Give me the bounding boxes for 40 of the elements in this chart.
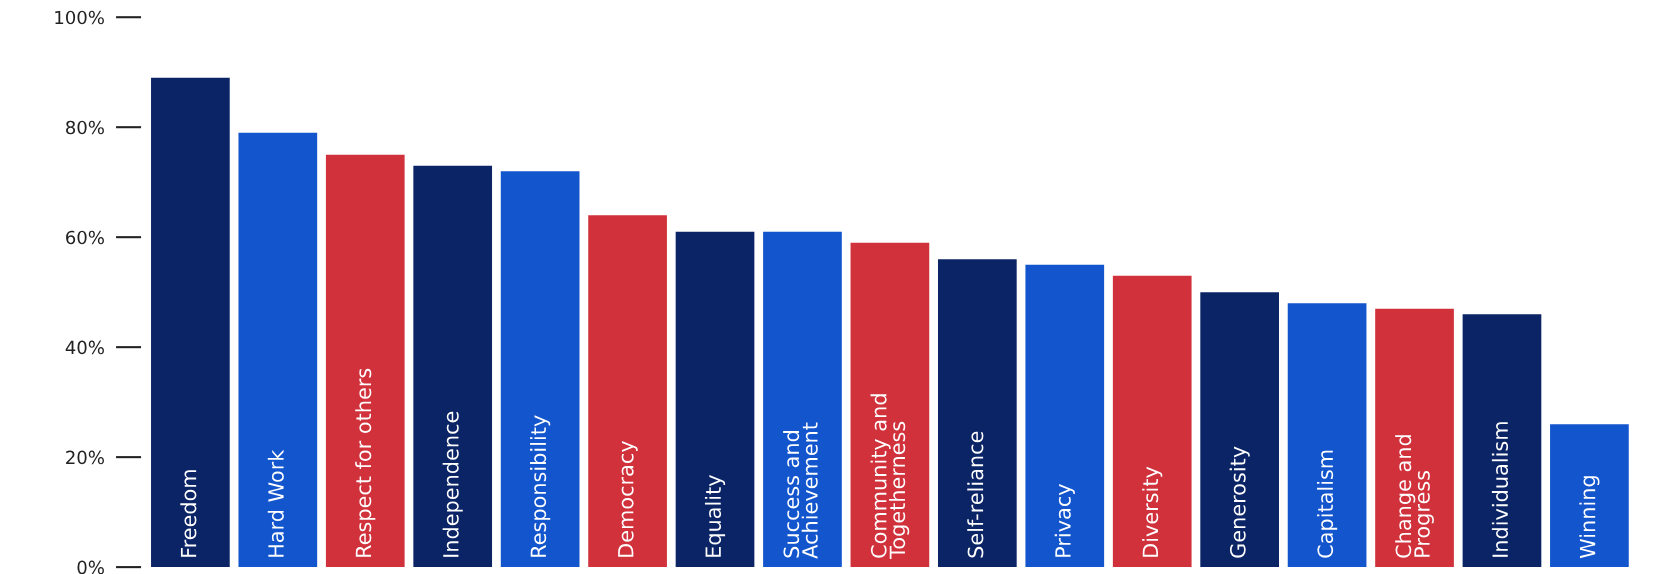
- bar: [1112, 275, 1192, 568]
- y-tick-label: 100%: [55, 10, 104, 25]
- bar: [413, 165, 493, 568]
- x-tick-label: Hard Work: [267, 449, 284, 557]
- bar: [675, 231, 755, 568]
- y-tick-label: 80%: [66, 120, 104, 135]
- bar: [1375, 308, 1454, 568]
- bar: [1025, 264, 1105, 568]
- y-tick-label: 0%: [77, 560, 104, 574]
- bar: [325, 154, 405, 568]
- bar: [500, 171, 580, 568]
- bar: [588, 215, 667, 568]
- x-tick-label: Capitalism: [1317, 450, 1338, 558]
- x-tick-label: Diversity: [1142, 466, 1163, 557]
- x-tick-label: Respect for others: [355, 368, 376, 557]
- y-tick-label: 60%: [66, 230, 104, 245]
- x-tick-label: Community and Togetherness: [870, 394, 910, 559]
- x-tick-label: Democracy: [618, 441, 638, 557]
- x-tick-label: Success and Achievement: [783, 422, 818, 559]
- x-tick-label: Independence: [442, 411, 463, 557]
- x-tick-label: Freedom: [180, 470, 197, 557]
- bar: [937, 259, 1017, 568]
- bar: [1462, 314, 1542, 568]
- x-tick-label: Individualism: [1491, 422, 1509, 557]
- x-tick-label: Winning: [1579, 476, 1600, 559]
- bar: [850, 242, 930, 568]
- bar: [1287, 303, 1367, 568]
- x-tick-label: Responsibility: [530, 415, 551, 557]
- bar: [151, 77, 230, 568]
- x-tick-label: Equality: [704, 475, 726, 557]
- bar: [1550, 424, 1629, 568]
- bar: [1200, 292, 1279, 568]
- y-tick-label: 20%: [66, 450, 104, 465]
- bar: [238, 132, 318, 568]
- x-tick-label: Privacy: [1054, 484, 1075, 557]
- x-tick-label: Self-reliance: [967, 431, 984, 558]
- x-tick-label: Generosity: [1229, 446, 1250, 558]
- x-tick-label: Change and Progress: [1395, 435, 1434, 558]
- bar: [763, 231, 842, 568]
- y-tick-label: 40%: [65, 340, 104, 355]
